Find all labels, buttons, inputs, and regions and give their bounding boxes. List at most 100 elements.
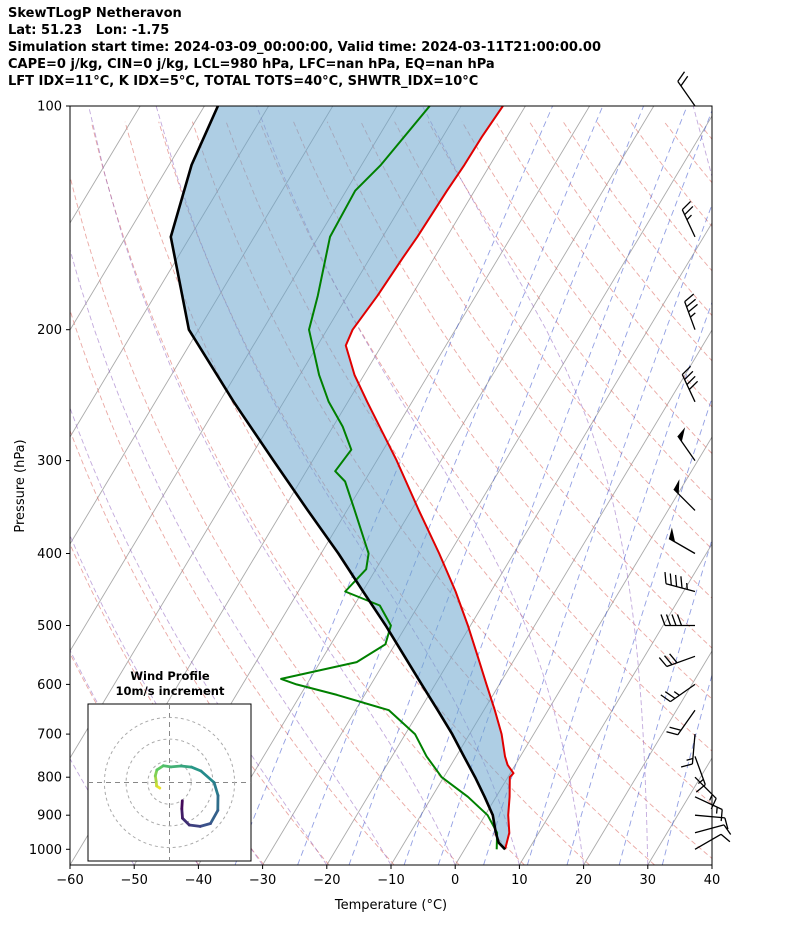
isotherm-line xyxy=(70,106,205,331)
dry-adiabat-line xyxy=(259,121,712,752)
wind-barb-full xyxy=(660,614,666,626)
profile-lines xyxy=(169,106,515,851)
dry-adiabat-line xyxy=(596,121,712,272)
wind-barb-full xyxy=(681,200,692,211)
mixing-ratio-line xyxy=(403,106,688,865)
x-tick-label: 0 xyxy=(451,873,459,888)
wind-barb-full xyxy=(723,824,732,835)
x-tick-label: −30 xyxy=(249,873,276,888)
wind-barb-full xyxy=(686,375,696,385)
wind-barb-flag xyxy=(677,427,686,442)
x-tick-label: 30 xyxy=(640,873,657,888)
y-tick-label: 100 xyxy=(37,100,62,115)
moist-adiabat-line xyxy=(256,106,585,865)
hodograph-trace-segment xyxy=(181,816,191,827)
dry-adiabat-line xyxy=(124,121,590,865)
wind-barbs xyxy=(658,71,732,850)
mixing-ratio-line xyxy=(526,301,712,865)
hodograph-trace-segment xyxy=(180,799,184,811)
x-tick-label: 20 xyxy=(575,873,592,888)
wind-barb-full xyxy=(688,303,698,313)
wind-barb-full xyxy=(686,298,697,308)
wind-barb-staff xyxy=(694,776,717,799)
isotherm-line xyxy=(454,436,712,865)
wind-barb-full xyxy=(677,71,686,82)
wind-barb-full xyxy=(684,205,694,216)
y-tick-label: 300 xyxy=(37,454,62,469)
y-tick-label: 1000 xyxy=(29,843,62,858)
isotherm-line xyxy=(262,115,712,865)
wind-barb-half xyxy=(697,778,704,785)
wind-barb-full xyxy=(688,380,699,390)
dry-adiabat-line xyxy=(663,121,712,184)
wind-barb-staff xyxy=(681,209,696,238)
dry-adiabat-line xyxy=(70,174,460,865)
moist-adiabat-line xyxy=(70,649,199,865)
wind-barb-flag xyxy=(673,479,680,495)
y-tick-label: 900 xyxy=(37,809,62,824)
hodograph-ring xyxy=(147,760,192,805)
dry-adiabat-line xyxy=(70,429,330,865)
hodograph-trace-segment xyxy=(189,765,203,773)
chart-title: SkewTLogP Netheravon xyxy=(8,6,182,21)
wind-barb-full xyxy=(680,576,683,589)
x-tick-label: −20 xyxy=(313,873,340,888)
hodograph-trace-segment xyxy=(180,807,184,820)
y-tick-label: 400 xyxy=(37,547,62,562)
header-latlon: Lat: 51.23 Lon: -1.75 xyxy=(8,23,170,38)
wind-barb-staff xyxy=(691,734,696,765)
hodograph-ring xyxy=(103,716,236,849)
x-tick-label: −50 xyxy=(120,873,147,888)
wind-barb-staff xyxy=(694,824,725,834)
parcel-line xyxy=(169,106,507,851)
wind-barb-full xyxy=(684,293,695,303)
wind-barb-full xyxy=(720,809,723,822)
wind-barb-full xyxy=(710,798,717,810)
wind-barb-half xyxy=(715,807,718,814)
dry-adiabat-line xyxy=(461,121,712,455)
wind-barb-half xyxy=(689,312,696,318)
wind-barb-full xyxy=(724,817,729,830)
mixing-ratio-line xyxy=(618,538,712,865)
wind-barb-half xyxy=(686,582,688,590)
x-tick-label: −60 xyxy=(56,873,83,888)
y-tick-label: 600 xyxy=(37,678,62,693)
isotherm-line xyxy=(583,650,712,865)
hodograph-trace-segment xyxy=(198,822,212,828)
moist-adiabat-line xyxy=(422,106,649,865)
hodograph-trace xyxy=(153,764,220,828)
wind-barb-half xyxy=(686,757,694,761)
wind-barb-staff xyxy=(694,796,723,811)
dry-adiabat-line xyxy=(394,121,712,550)
wind-barb-full xyxy=(695,784,706,793)
isotherm-line xyxy=(711,864,712,865)
x-axis-label: Temperature (°C) xyxy=(334,898,447,913)
wind-barb-staff xyxy=(694,814,725,819)
hodograph-trace-segment xyxy=(179,764,193,769)
mixing-ratio-line xyxy=(566,396,712,865)
mixing-ratio-line xyxy=(661,673,712,865)
dry-adiabat-line xyxy=(326,121,712,649)
wind-barb-full xyxy=(666,731,678,736)
hodograph-trace-segment xyxy=(169,764,183,769)
hodograph-trace-segment xyxy=(199,769,216,784)
y-tick-label: 800 xyxy=(37,771,62,786)
hodograph-trace-segment xyxy=(187,823,202,828)
isotherm-line xyxy=(326,222,712,865)
y-tick-label: 700 xyxy=(37,728,62,743)
isotherm-line xyxy=(519,543,712,865)
dry-adiabat-line xyxy=(90,121,525,865)
dry-adiabat-line xyxy=(293,121,712,700)
moist-adiabat-line xyxy=(88,106,456,865)
wind-barb-staff xyxy=(694,833,722,850)
header-block: SkewTLogP Netheravon Lat: 51.23 Lon: -1.… xyxy=(8,5,601,90)
wind-barb-staff xyxy=(665,583,696,593)
wind-barb-full xyxy=(669,726,682,731)
wind-barb-staff xyxy=(673,488,696,511)
moist-adiabat-line xyxy=(70,864,71,865)
wind-barb-half xyxy=(686,214,692,221)
x-tick-label: 10 xyxy=(511,873,528,888)
